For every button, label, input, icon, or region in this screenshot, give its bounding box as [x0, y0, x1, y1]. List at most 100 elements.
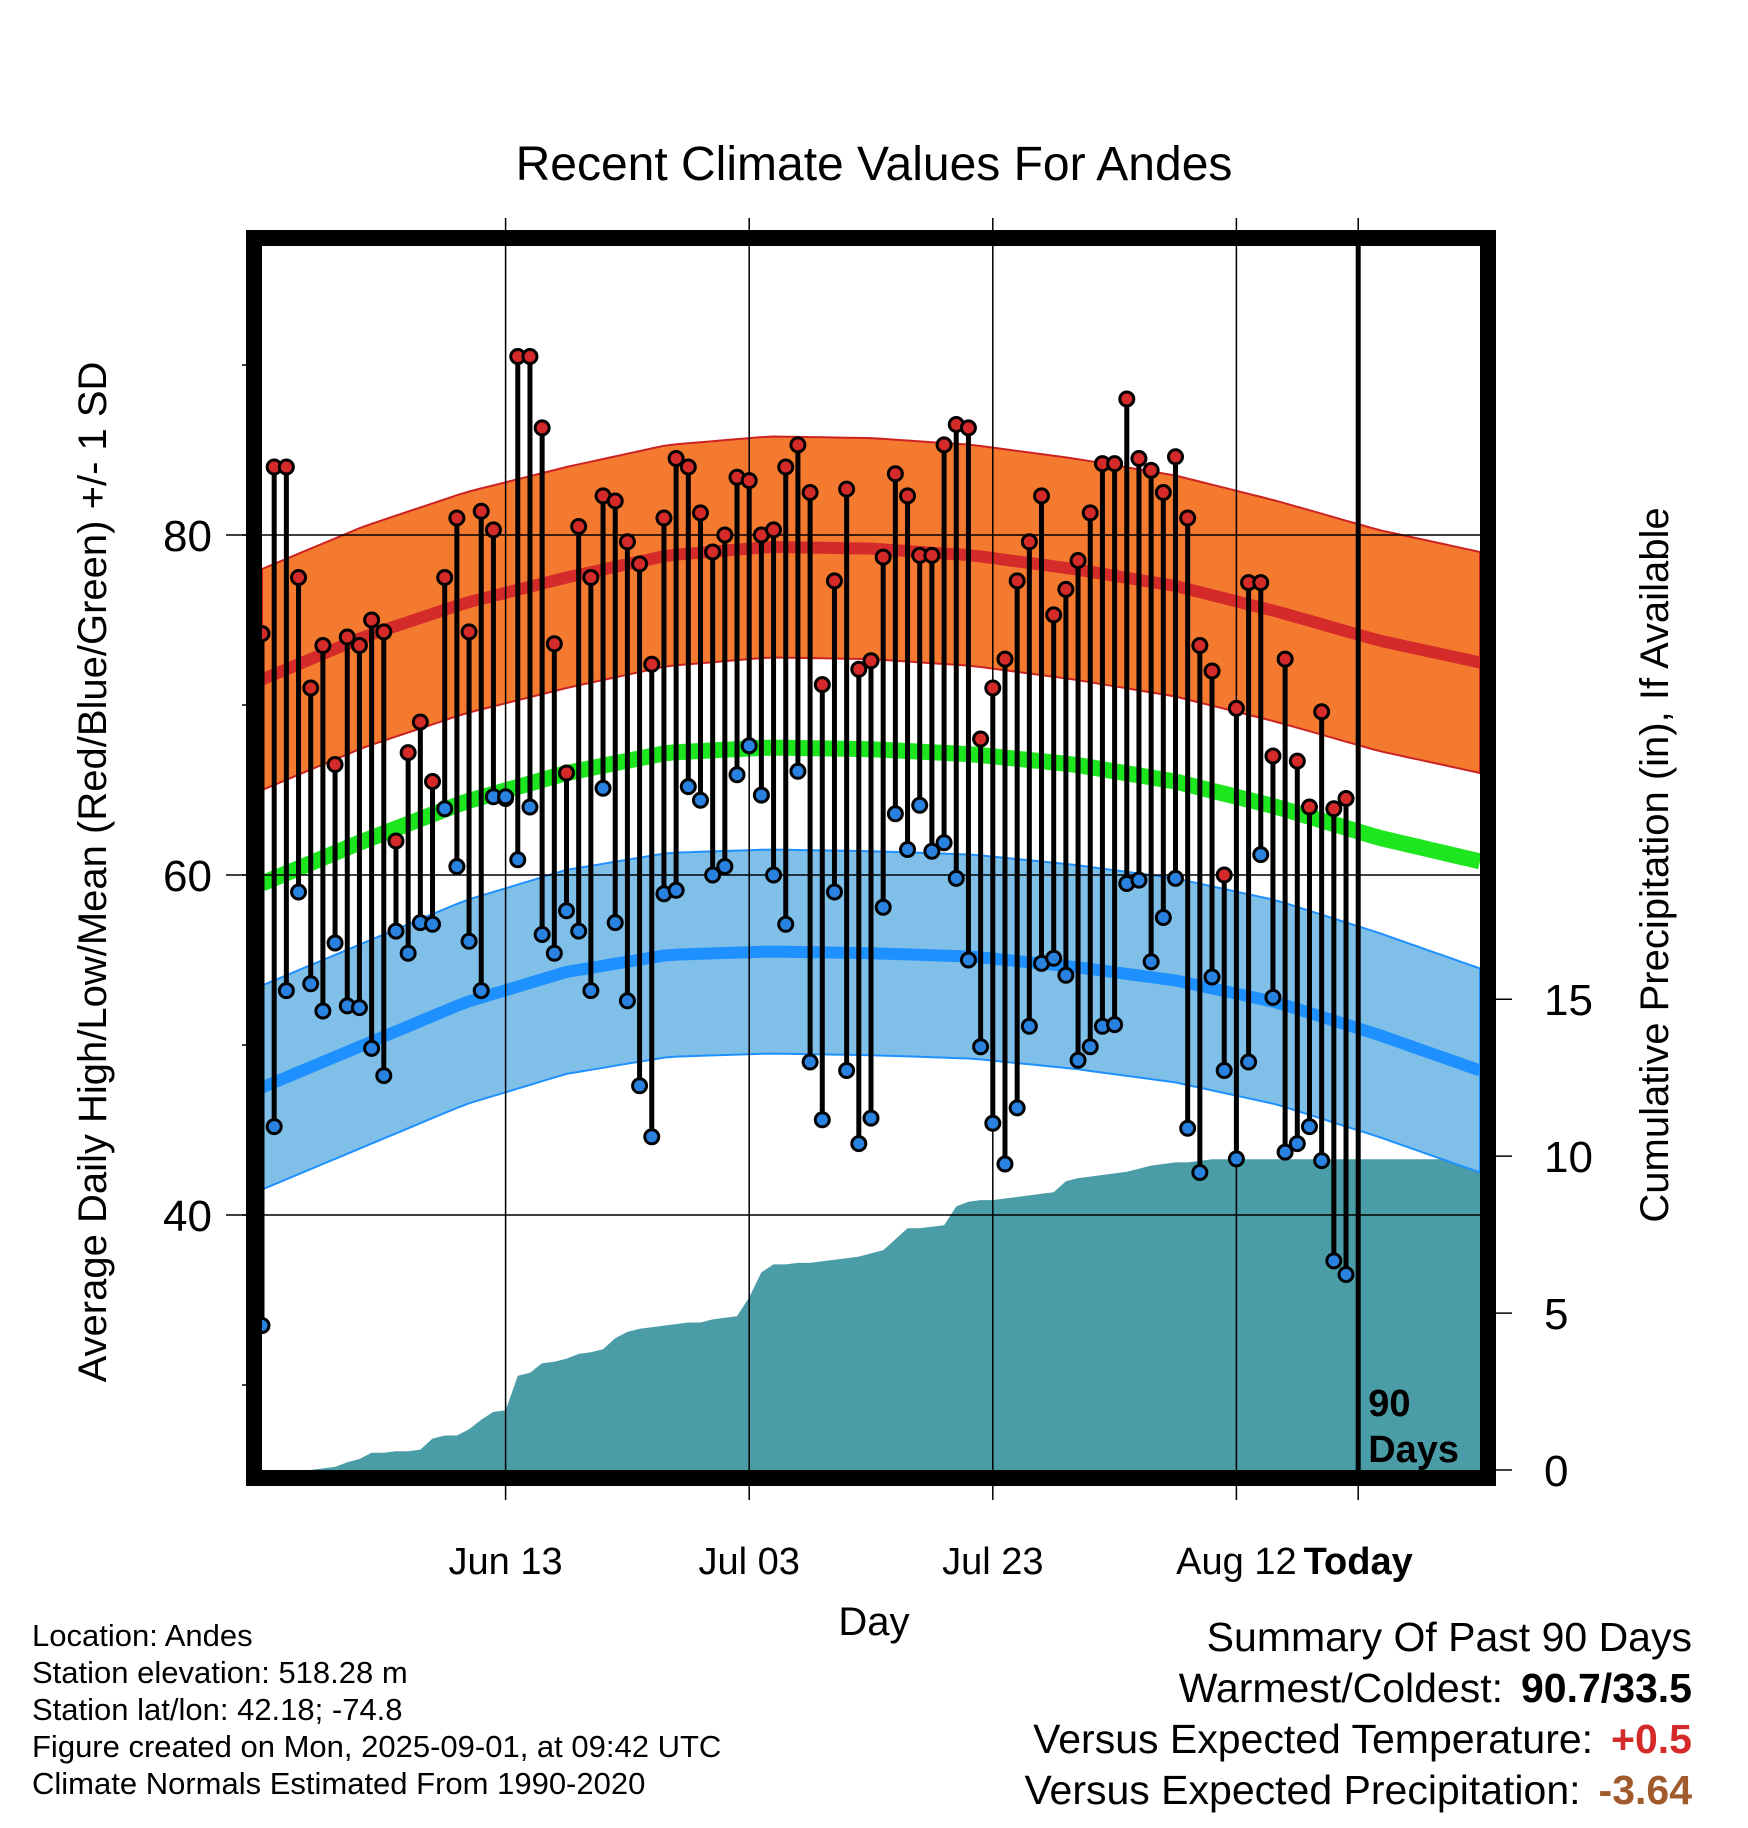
high-temp-point	[350, 637, 368, 654]
low-temp-point	[1325, 1252, 1343, 1270]
low-temp-point	[1142, 953, 1160, 971]
low-temp-point	[972, 1038, 990, 1056]
warm-cold-row: Warmest/Coldest: 90.7/33.5	[1024, 1663, 1692, 1714]
high-temp-point	[850, 660, 868, 678]
low-temp-point	[959, 951, 977, 969]
low-temp-point	[1203, 968, 1221, 986]
x-axis-label: Day	[838, 1600, 909, 1644]
low-temp-point	[594, 779, 612, 797]
elevation-text: Station elevation: 518.28 m	[32, 1655, 408, 1690]
low-temp-point	[302, 975, 320, 993]
low-temp-point	[825, 883, 843, 901]
high-temp-point	[838, 480, 856, 498]
low-temp-point	[545, 944, 563, 962]
high-temp-point	[424, 773, 442, 790]
low-temp-point	[1264, 988, 1282, 1006]
low-temp-point	[1276, 1143, 1294, 1161]
low-temp-point	[558, 902, 575, 920]
high-temp-point	[1191, 637, 1209, 654]
low-temp-point	[789, 762, 807, 780]
high-temp-point	[582, 569, 600, 586]
high-temp-point	[1008, 572, 1026, 590]
high-temp-point	[716, 526, 734, 544]
high-temp-point	[411, 713, 429, 731]
temp-value: +0.5	[1611, 1716, 1692, 1762]
high-temp-point	[935, 436, 953, 454]
high-temp-point	[1313, 703, 1331, 721]
high-temp-point	[1227, 699, 1245, 717]
high-normal-line	[259, 540, 1482, 686]
high-temp-point	[1276, 650, 1294, 668]
y2-tick-label: 0	[1544, 1447, 1568, 1496]
low-temp-point	[521, 798, 539, 816]
low-temp-point	[1069, 1051, 1087, 1069]
chart-title: Recent Climate Values For Andes	[516, 138, 1233, 191]
low-temp-point	[886, 805, 904, 823]
high-temp-point	[740, 472, 758, 490]
low-temp-point	[314, 1002, 332, 1020]
high-temp-point	[1045, 606, 1063, 624]
high-temp-point	[1252, 574, 1270, 592]
low-temp-point	[899, 841, 917, 858]
high-temp-point	[984, 679, 1002, 697]
high-temp-point	[655, 509, 673, 527]
low-temp-point	[643, 1128, 661, 1146]
low-temp-point	[1337, 1266, 1355, 1283]
high-temp-point	[691, 504, 709, 522]
low-temp-point	[631, 1077, 649, 1095]
high-temp-point	[1167, 448, 1184, 466]
low-temp-point	[752, 786, 770, 804]
x-tick-label: Jul 03	[698, 1541, 799, 1583]
high-temp-point	[326, 756, 344, 773]
high-temp-point	[1020, 533, 1038, 551]
high-temp-point	[886, 465, 904, 483]
low-temp-point	[1300, 1118, 1318, 1136]
low-temp-point	[923, 842, 941, 860]
high-temp-point	[558, 764, 575, 782]
low-temp-point	[618, 992, 636, 1010]
high-temp-point	[825, 572, 843, 590]
low-temp-point	[1045, 949, 1063, 967]
temp-row: Versus Expected Temperature: +0.5	[1024, 1714, 1692, 1765]
low-temp-point	[911, 796, 929, 814]
low-temp-point	[350, 999, 368, 1017]
low-temp-point	[801, 1053, 819, 1071]
high-temp-point	[667, 450, 685, 467]
low-temp-point	[1252, 846, 1270, 864]
high-temp-point	[436, 569, 454, 586]
high-temp-point	[1325, 800, 1343, 818]
high-temp-point	[1288, 752, 1306, 770]
high-temp-point	[1106, 455, 1124, 473]
low-temp-point	[874, 898, 892, 916]
low-temp-point	[375, 1067, 393, 1085]
high-temp-point	[1337, 790, 1355, 807]
x-tick-label: Jul 23	[942, 1541, 1043, 1583]
low-temp-point	[460, 932, 478, 950]
summary-panel: Summary Of Past 90 Days Warmest/Coldest:…	[1024, 1612, 1692, 1816]
high-temp-point	[1203, 662, 1221, 680]
high-temp-point	[363, 611, 381, 629]
low-temp-point	[387, 922, 405, 940]
low-temp-point	[1020, 1017, 1038, 1035]
y2-tick-label: 15	[1544, 976, 1593, 1025]
x-tick-label: Aug 12	[1176, 1541, 1296, 1583]
high-temp-point	[448, 509, 466, 527]
high-temp-point	[533, 419, 551, 437]
low-temp-point	[363, 1039, 381, 1057]
high-temp-point	[874, 548, 892, 566]
low-temp-point	[1288, 1135, 1306, 1153]
y-tick-label: 80	[163, 512, 212, 561]
high-temp-point	[472, 502, 490, 520]
x-tick-label: Today	[1304, 1541, 1413, 1583]
high-temp-point	[338, 628, 356, 646]
high-temp-point	[521, 348, 539, 365]
x-tick-label: Jun 13	[449, 1541, 563, 1583]
low-temp-point	[765, 866, 783, 884]
precip-label: Versus Expected Precipitation:	[1024, 1767, 1581, 1813]
high-temp-point	[789, 436, 807, 454]
normals-text: Climate Normals Estimated From 1990-2020	[32, 1766, 646, 1801]
low-temp-point	[424, 915, 442, 933]
low-temp-point	[472, 982, 490, 1000]
high-temp-point	[1154, 484, 1172, 501]
